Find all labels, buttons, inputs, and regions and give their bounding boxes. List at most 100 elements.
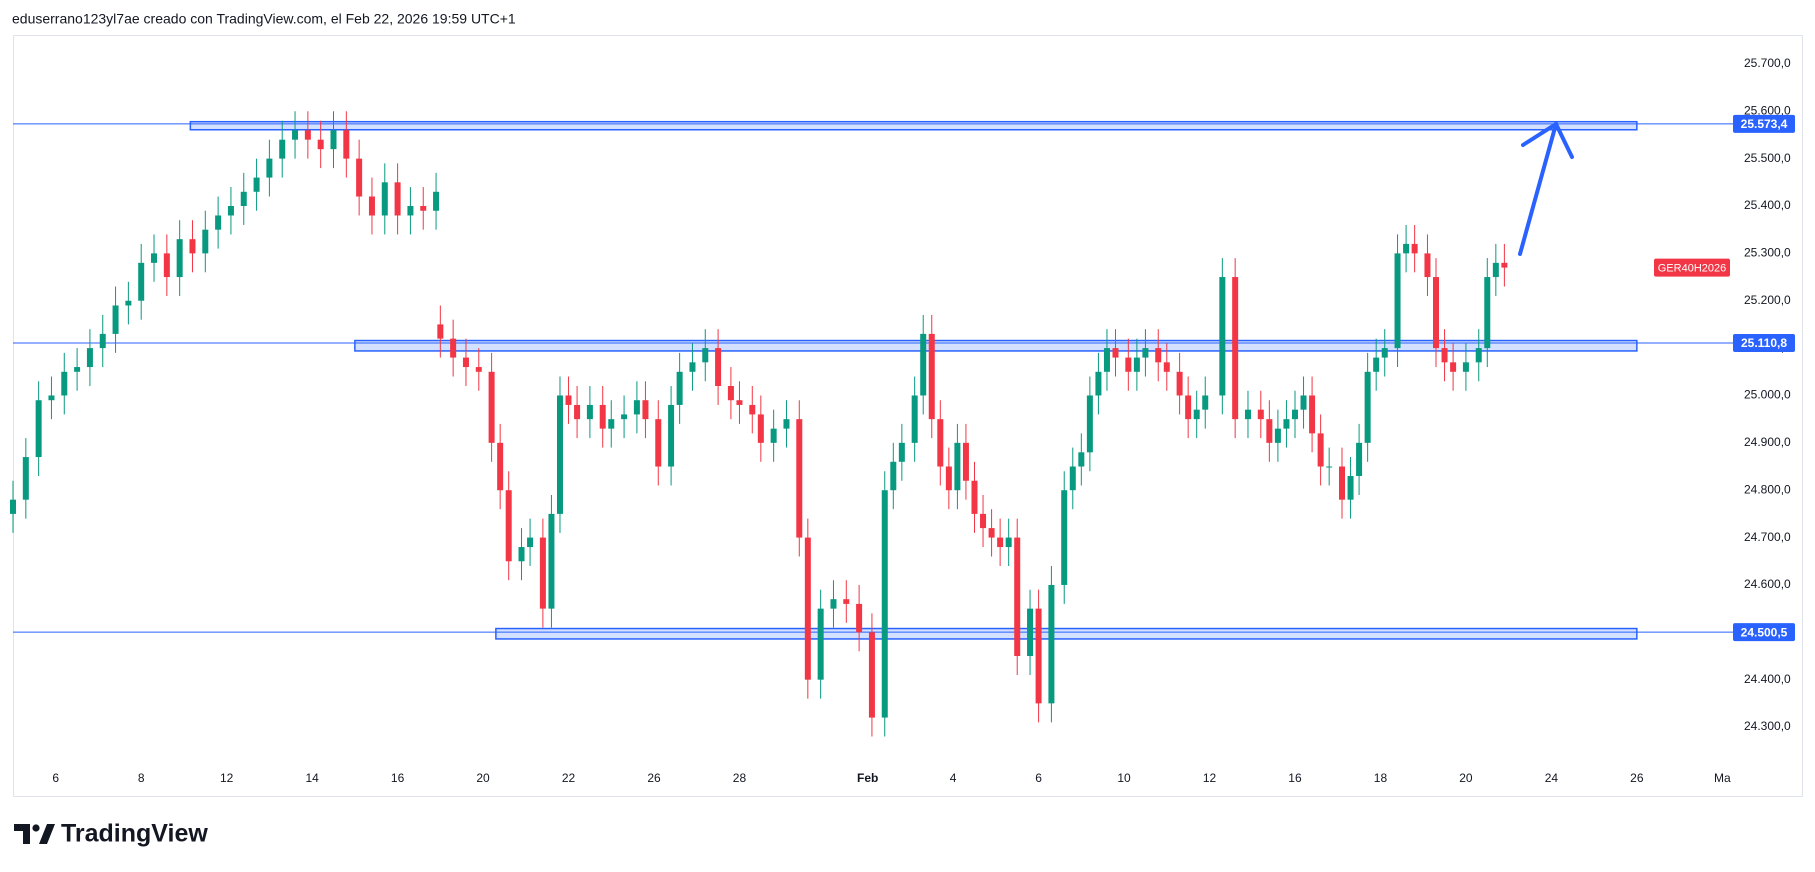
candle-body (189, 239, 196, 254)
candle-body (1027, 608, 1034, 656)
candle-body (125, 300, 132, 306)
candle-body (1232, 277, 1239, 420)
candle-body (668, 404, 675, 467)
candle-body (394, 182, 401, 216)
candle-body (433, 191, 440, 211)
candle-body (61, 371, 68, 396)
arrow-head (1521, 121, 1574, 159)
candle-body (749, 404, 756, 415)
candle-body (1291, 409, 1298, 420)
brand-name: TradingView (61, 820, 208, 848)
candle-body (1103, 348, 1110, 372)
symbol-tag (1654, 258, 1730, 277)
candle-body (911, 395, 918, 443)
candle-body (689, 362, 696, 372)
candle-body (1266, 419, 1273, 443)
candle-body (266, 158, 273, 178)
candle-body (962, 442, 969, 481)
candle-body (99, 333, 106, 349)
candle-body (304, 130, 311, 140)
candle-body (642, 400, 649, 420)
candle-body (1155, 348, 1162, 363)
logo-dot (32, 824, 40, 832)
candle-body (1450, 362, 1457, 372)
candle-body (1185, 395, 1192, 420)
x-tick-label: 10 (1117, 771, 1131, 785)
candle-body (74, 367, 81, 372)
x-tick-label: Feb (857, 771, 878, 785)
x-tick-label: 6 (1035, 771, 1042, 785)
candle-body (1356, 442, 1363, 476)
candle-body (1142, 348, 1149, 358)
candle-body (279, 139, 286, 159)
candle-body (1326, 466, 1333, 468)
candle-body (1364, 371, 1371, 443)
candle-body (292, 130, 299, 140)
x-tick-label: 20 (476, 771, 490, 785)
candle-body (1381, 348, 1388, 358)
candle-body (1484, 277, 1491, 349)
candle-body (227, 206, 234, 216)
candle-body (22, 457, 29, 500)
candle-body (1078, 452, 1085, 467)
y-tick-label: 25.200,0 (1744, 293, 1791, 307)
x-tick-label: 8 (138, 771, 145, 785)
candle-body (830, 599, 837, 609)
candle-body (381, 182, 388, 216)
y-tick-label: 25.400,0 (1744, 198, 1791, 212)
candle-body (1283, 419, 1290, 429)
y-tick-label: 25.000,0 (1744, 388, 1791, 402)
level-tag (1733, 114, 1795, 133)
candle-body (586, 404, 593, 420)
y-tick-label: 24.800,0 (1744, 482, 1791, 496)
candle-body (565, 395, 572, 405)
candle-body (437, 324, 444, 339)
candle-body (10, 499, 16, 514)
candle-body (1176, 371, 1183, 396)
candle-body (1475, 348, 1482, 363)
candle-body (868, 632, 875, 718)
candle-body (539, 537, 546, 609)
candle-body (937, 419, 944, 467)
candle-body (1309, 395, 1316, 434)
candle-body (1125, 357, 1132, 372)
candle-body (356, 158, 363, 197)
brand-logo (14, 824, 55, 844)
candle-body (138, 262, 145, 301)
candle-body (343, 130, 350, 159)
x-tick-label: 14 (305, 771, 319, 785)
candle-body (368, 196, 375, 216)
candle-body (783, 419, 790, 429)
candle-body (1069, 466, 1076, 491)
candle-body (928, 333, 935, 420)
candle-body (856, 603, 863, 633)
x-tick-label: 26 (647, 771, 661, 785)
candle-body (702, 348, 709, 363)
y-tick-label: 25.500,0 (1744, 151, 1791, 165)
candle-body (796, 419, 803, 538)
x-tick-label: Ma (1714, 771, 1731, 785)
candle-body (176, 239, 183, 278)
level-label: 24.500,5 (1741, 625, 1788, 639)
chart-frame (13, 35, 1803, 797)
candle-body (1005, 537, 1012, 548)
candle-body (1403, 243, 1410, 254)
candle-body (1411, 243, 1418, 254)
y-tick-label: 24.700,0 (1744, 530, 1791, 544)
candle-body (1274, 428, 1281, 443)
candle-body (475, 367, 482, 372)
candle-body (727, 386, 734, 401)
level-tag (1733, 333, 1795, 352)
candle-body (1338, 466, 1345, 500)
x-tick-label: 12 (1203, 771, 1217, 785)
candle-body (1095, 371, 1102, 396)
candle-body (1014, 537, 1021, 656)
candle-body (330, 130, 337, 150)
candle-body (1244, 409, 1251, 420)
candle-body (633, 400, 640, 415)
candle-body (1373, 357, 1380, 372)
candle-body (997, 537, 1004, 548)
candle-body (608, 419, 615, 429)
